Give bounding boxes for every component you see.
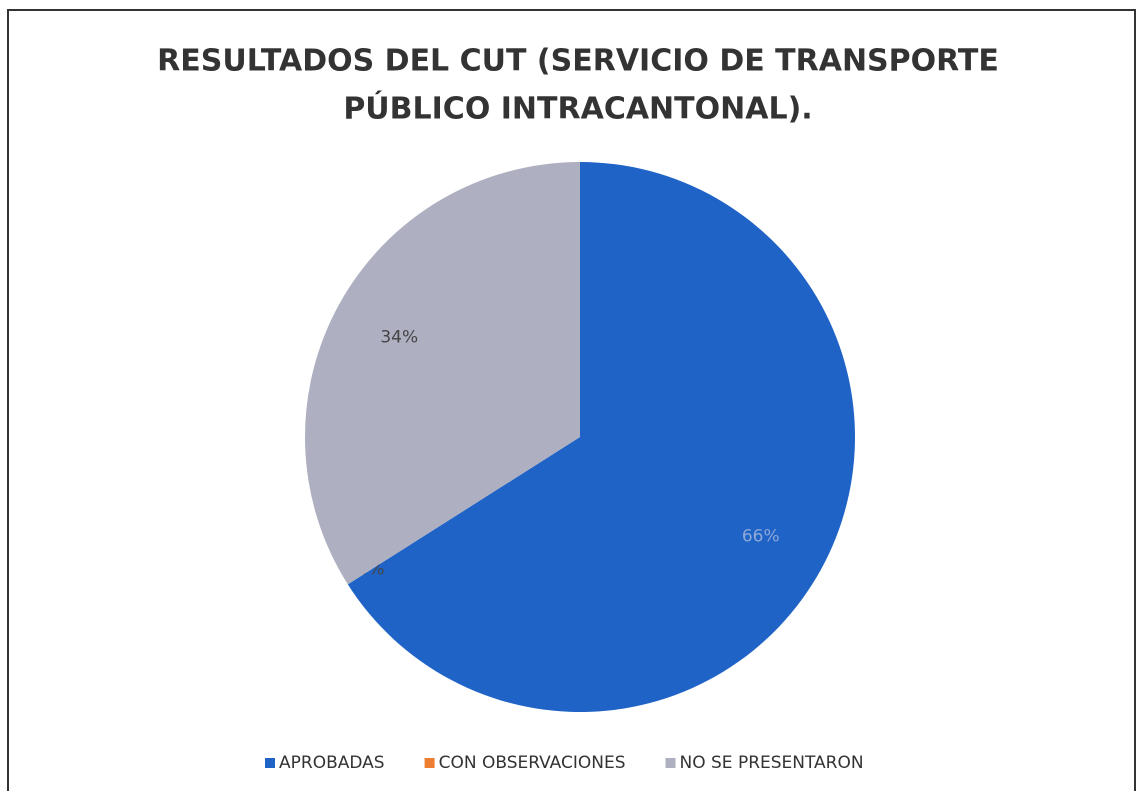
legend-swatch (265, 758, 275, 768)
legend-swatch (665, 758, 676, 768)
legend-label: NO SE PRESENTARON (680, 753, 864, 773)
pie-slice (304, 162, 580, 585)
pie-slice (347, 162, 855, 712)
data-label: 66% (742, 526, 780, 546)
data-label: 34% (380, 328, 418, 348)
chart-title: PÚBLICO INTRACANTONAL). (343, 90, 812, 127)
legend-label: CON OBSERVACIONES (439, 753, 626, 773)
chart-title: RESULTADOS DEL CUT (SERVICIO DE TRANSPOR… (157, 44, 999, 79)
legend-label: APROBADAS (279, 753, 385, 773)
frame (7, 9, 1136, 791)
legend-swatch (424, 758, 435, 768)
